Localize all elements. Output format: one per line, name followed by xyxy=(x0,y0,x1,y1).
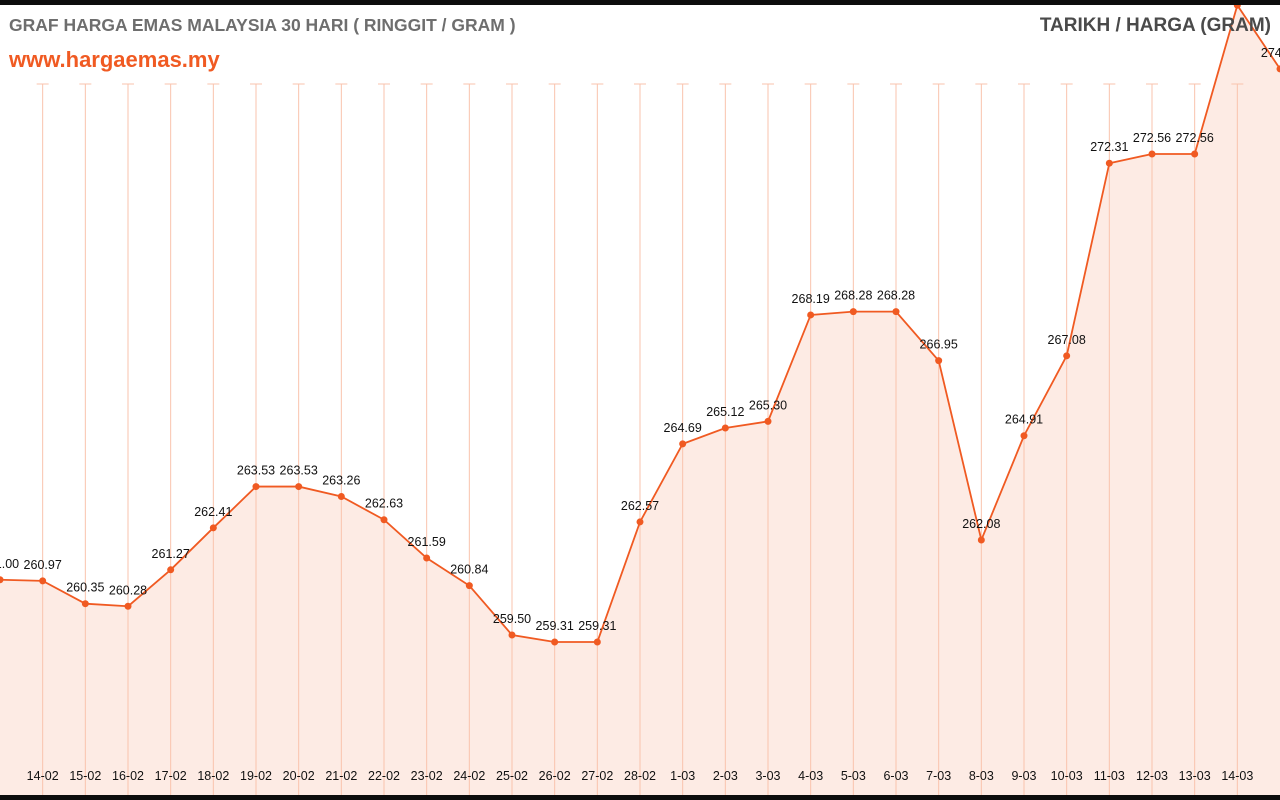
data-label: 259.31 xyxy=(536,619,574,633)
data-point xyxy=(1191,150,1199,158)
data-point xyxy=(508,631,516,639)
data-point xyxy=(0,576,4,584)
chart-title: GRAF HARGA EMAS MALAYSIA 30 HARI ( RINGG… xyxy=(9,15,516,35)
x-tick-label: 23-02 xyxy=(411,769,443,783)
x-tick-label: 26-02 xyxy=(539,769,571,783)
data-point xyxy=(295,483,303,491)
data-label: 262.41 xyxy=(194,505,232,519)
data-label: 265.30 xyxy=(749,398,787,412)
data-label: 272.31 xyxy=(1090,140,1128,154)
data-point xyxy=(380,516,388,524)
x-tick-label: 24-02 xyxy=(453,769,485,783)
data-label: 268.19 xyxy=(792,292,830,306)
x-tick-label: 14-03 xyxy=(1221,769,1253,783)
x-tick-label: 19-02 xyxy=(240,769,272,783)
data-point xyxy=(1148,150,1156,158)
data-label: 262.63 xyxy=(365,497,403,511)
data-point xyxy=(551,638,559,646)
data-point xyxy=(636,518,644,526)
data-label: 264.91 xyxy=(1005,413,1043,427)
x-tick-label: 21-02 xyxy=(325,769,357,783)
x-tick-label: 5-03 xyxy=(841,769,866,783)
chart-panel: 14-02 15-02 16-02 17-02 18-02 19-02 20-02 21-02… xyxy=(0,5,1280,795)
data-label: 260.97 xyxy=(24,558,62,572)
data-point xyxy=(807,311,815,319)
data-label: 267.08 xyxy=(1048,333,1086,347)
x-tick-label: 10-03 xyxy=(1051,769,1083,783)
data-label: 260.28 xyxy=(109,583,147,597)
data-point xyxy=(1233,5,1241,9)
data-point xyxy=(39,577,47,585)
x-tick-label: 22-02 xyxy=(368,769,400,783)
area-fill xyxy=(0,5,1280,795)
data-point xyxy=(252,483,260,491)
data-label: 266.95 xyxy=(920,338,958,352)
x-tick-label: 2-03 xyxy=(713,769,738,783)
site-url-link[interactable]: www.hargaemas.my xyxy=(9,47,220,72)
data-label: 263.53 xyxy=(280,464,318,478)
data-label: 261.59 xyxy=(408,535,446,549)
data-point xyxy=(892,308,900,316)
data-label: 259.31 xyxy=(578,619,616,633)
data-point xyxy=(764,417,772,425)
price-chart: 14-02 15-02 16-02 17-02 18-02 19-02 20-02 21-02… xyxy=(0,5,1280,795)
x-tick-label: 8-03 xyxy=(969,769,994,783)
x-tick-label: 28-02 xyxy=(624,769,656,783)
data-point xyxy=(1276,65,1280,73)
data-point xyxy=(1063,352,1071,360)
data-label: 260.35 xyxy=(66,581,104,595)
data-point xyxy=(935,357,943,365)
data-point xyxy=(593,638,601,646)
x-tick-label: 25-02 xyxy=(496,769,528,783)
x-tick-label: 9-03 xyxy=(1011,769,1036,783)
data-point xyxy=(721,424,729,432)
x-tick-label: 14-02 xyxy=(27,769,59,783)
data-point xyxy=(1020,432,1028,440)
x-tick-label: 12-03 xyxy=(1136,769,1168,783)
x-tick-label: 18-02 xyxy=(197,769,229,783)
data-point xyxy=(167,566,175,574)
axis-caption: TARIKH / HARGA (GRAM) xyxy=(1039,15,1271,36)
data-label: 264.69 xyxy=(664,421,702,435)
data-label: 268.28 xyxy=(877,289,915,303)
data-label: 263.53 xyxy=(237,464,275,478)
x-tick-label: 27-02 xyxy=(581,769,613,783)
data-label: 272.56 xyxy=(1133,131,1171,145)
data-point xyxy=(124,602,132,610)
x-tick-label: 4-03 xyxy=(798,769,823,783)
data-label: 265.12 xyxy=(706,405,744,419)
x-tick-label: 11-03 xyxy=(1094,769,1125,783)
data-point xyxy=(849,308,857,316)
data-label: 260.84 xyxy=(450,563,488,577)
data-label: 268.28 xyxy=(834,289,872,303)
data-point xyxy=(1105,159,1113,167)
data-point xyxy=(81,600,89,608)
x-tick-label: 13-03 xyxy=(1179,769,1211,783)
x-tick-label: 16-02 xyxy=(112,769,144,783)
x-tick-label: 20-02 xyxy=(283,769,315,783)
data-point xyxy=(679,440,687,448)
data-label: 262.08 xyxy=(962,517,1000,531)
data-point xyxy=(337,493,345,501)
data-label: 272.56 xyxy=(1176,131,1214,145)
x-tick-label: 17-02 xyxy=(155,769,187,783)
data-point xyxy=(209,524,217,532)
data-label: 261.27 xyxy=(152,547,190,561)
x-tick-label: 3-03 xyxy=(755,769,780,783)
x-tick-label: 7-03 xyxy=(926,769,951,783)
data-point xyxy=(465,582,473,590)
data-label: 274.87 xyxy=(1261,46,1280,60)
x-tick-label: 15-02 xyxy=(69,769,101,783)
data-label: 261.00 xyxy=(0,557,19,571)
data-label: 263.26 xyxy=(322,474,360,488)
data-point xyxy=(423,554,431,562)
data-label: 259.50 xyxy=(493,612,531,626)
x-tick-label: 6-03 xyxy=(883,769,908,783)
data-label: 262.57 xyxy=(621,499,659,513)
data-point xyxy=(977,536,985,544)
x-tick-label: 1-03 xyxy=(670,769,695,783)
